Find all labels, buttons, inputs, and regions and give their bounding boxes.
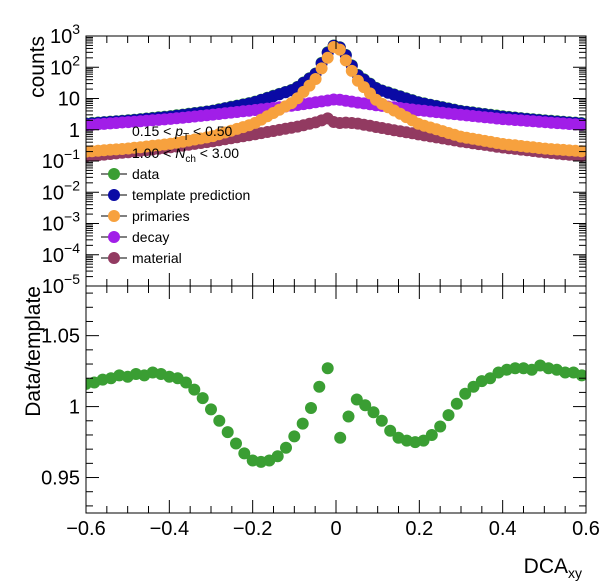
x-tick-label: −0.2: [233, 518, 272, 540]
legend-marker: [108, 252, 120, 264]
x-tick-label: 0.6: [572, 518, 600, 540]
data-point: [442, 409, 455, 422]
legend-marker: [108, 231, 120, 243]
data-point: [180, 376, 192, 389]
y-tick-label: 102: [50, 52, 80, 79]
y-tick-label: 1.05: [41, 326, 80, 348]
legend-entry-primaries: primaries: [101, 208, 190, 224]
bottom-y-axis-label: Data/template: [22, 286, 45, 417]
legend-label: material: [132, 250, 182, 266]
data-point: [321, 362, 334, 375]
bottom-y-axis: 0.95 1 1.05: [41, 292, 586, 507]
data-point: [459, 387, 472, 400]
legend-entry-decay: decay: [101, 229, 169, 245]
data-point: [238, 447, 251, 460]
legend-marker: [108, 189, 120, 201]
legend-label: decay: [132, 229, 169, 245]
data-point: [425, 429, 438, 441]
data-point: [384, 424, 397, 437]
legend-marker: [108, 210, 120, 222]
y-tick-label: 10−3: [42, 209, 80, 236]
legend-entry-material: material: [101, 250, 182, 266]
data-point: [315, 62, 328, 75]
data-point: [309, 73, 322, 85]
data-point: [305, 402, 317, 414]
bottom-panel: 0.95 1 1.05 −0.6 −0.4 −0.2 0 0.2 0.4 0.6 Data/te…: [22, 36, 600, 581]
x-tick-label: −0.6: [66, 518, 105, 540]
legend-entry-template: template prediction: [101, 187, 250, 203]
data-point: [271, 450, 284, 463]
data-point: [321, 51, 334, 64]
y-tick-label: 10−1: [42, 146, 80, 173]
data-point: [213, 414, 226, 427]
annotation-pt-range: 0.15 < pT < 0.50: [132, 123, 233, 143]
data-point: [188, 383, 201, 396]
data-point: [350, 393, 363, 406]
data-point: [205, 403, 217, 416]
data-point: [575, 118, 586, 131]
x-tick-label: −0.4: [150, 518, 189, 540]
annotation-nch-range: 1.00 < Nch < 3.00: [132, 145, 239, 165]
legend: data template prediction primaries decay: [101, 166, 250, 266]
y-tick-label: 1: [69, 120, 80, 142]
legend-label: primaries: [132, 208, 190, 224]
data-point: [339, 54, 352, 67]
top-plot-area: [86, 39, 586, 163]
data-point: [342, 410, 355, 423]
data-point: [450, 397, 463, 410]
top-axes-frame: [85, 35, 587, 287]
y-tick-label: 1: [69, 397, 80, 419]
data-point: [345, 64, 358, 77]
data-point: [334, 431, 347, 444]
data-point: [230, 437, 242, 450]
top-y-axis-label: counts: [26, 36, 49, 98]
data-point: [375, 414, 388, 427]
legend-entry-data: data: [101, 166, 159, 182]
data-point: [434, 420, 447, 433]
data-point: [313, 380, 326, 393]
legend-label: template prediction: [132, 187, 250, 203]
y-tick-label: 10−5: [42, 271, 80, 298]
data-point: [367, 406, 380, 419]
series-primaries: [86, 41, 586, 158]
y-tick-label: 10: [58, 89, 80, 111]
x-axis: −0.6 −0.4 −0.2 0 0.2 0.4 0.6: [66, 36, 600, 540]
series-decay: [86, 93, 586, 132]
x-tick-label: 0: [330, 518, 341, 540]
x-axis-label: DCAxy: [524, 555, 582, 581]
data-point: [288, 430, 301, 443]
x-tick-label: 0.4: [489, 518, 517, 540]
bottom-axes-frame: [85, 285, 587, 514]
data-point: [221, 426, 234, 439]
y-tick-label: 10−2: [42, 177, 80, 204]
data-point: [196, 392, 209, 405]
bottom-plot-area: [86, 359, 586, 468]
data-point: [509, 362, 522, 375]
y-tick-label: 0.95: [41, 468, 80, 490]
data-point: [333, 43, 346, 56]
data-point: [296, 417, 309, 430]
legend-marker: [108, 168, 120, 180]
data-point: [559, 366, 572, 379]
data-point: [280, 441, 292, 454]
data-point: [359, 399, 372, 412]
legend-label: data: [132, 166, 159, 182]
y-tick-label: 103: [50, 21, 80, 48]
x-tick-label: 0.2: [405, 518, 433, 540]
y-tick-label: 10−4: [42, 240, 80, 267]
series-ratio-data: [86, 359, 586, 468]
